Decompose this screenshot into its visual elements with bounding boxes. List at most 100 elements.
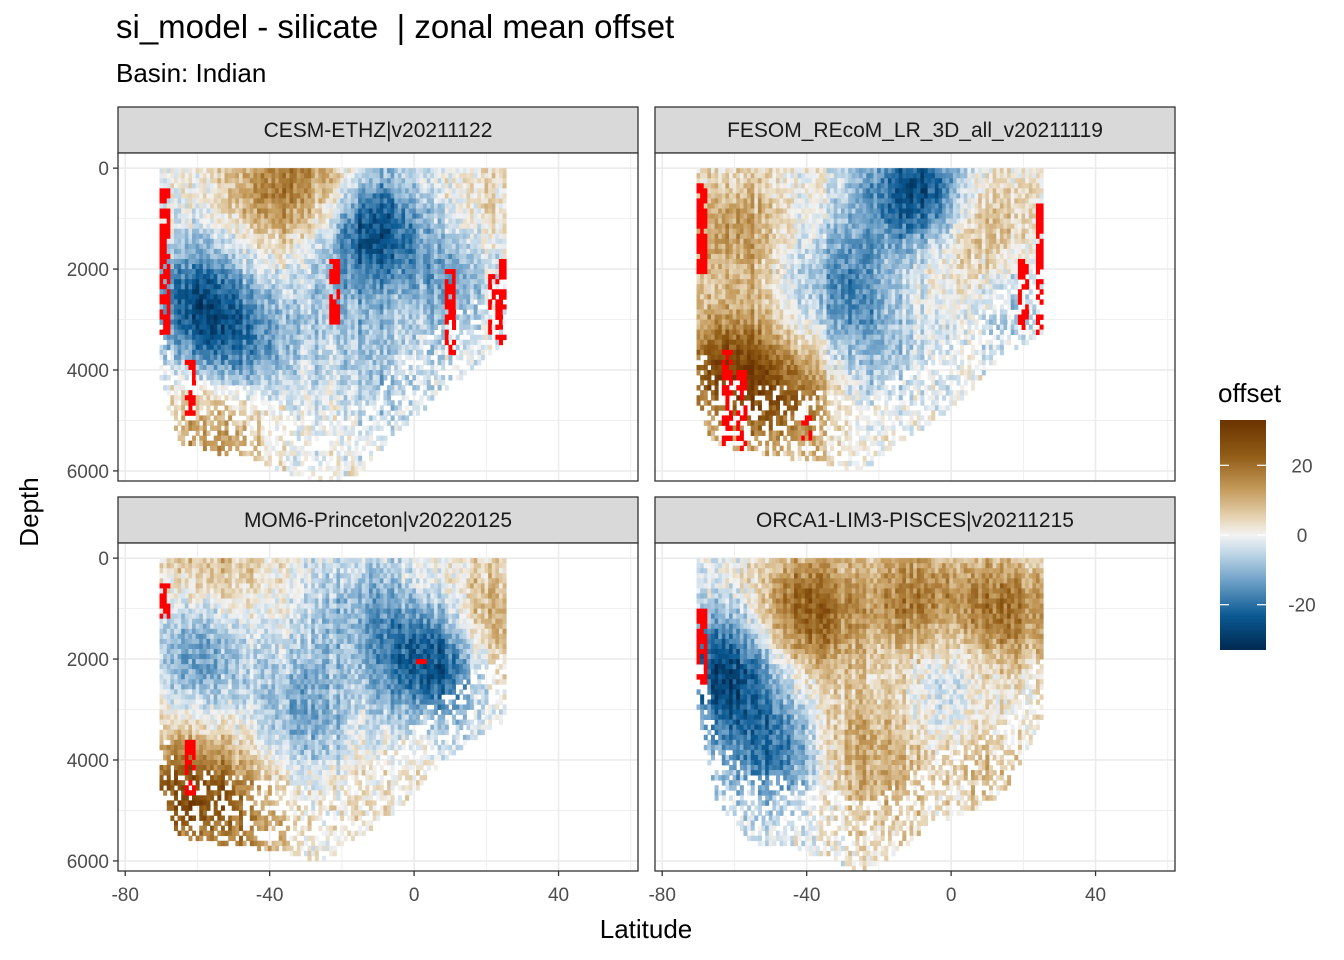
heat-cell bbox=[358, 349, 363, 356]
heat-cell bbox=[278, 349, 283, 356]
heat-cell bbox=[238, 269, 243, 275]
heat-cell bbox=[488, 284, 493, 290]
heat-cell bbox=[441, 269, 446, 275]
heat-cell bbox=[491, 289, 496, 295]
heat-cell bbox=[350, 395, 355, 401]
heat-cell bbox=[325, 385, 330, 391]
heat-cell bbox=[502, 168, 507, 174]
heat-cell bbox=[714, 329, 719, 336]
heat-cell bbox=[228, 183, 233, 189]
heat-cell bbox=[231, 314, 236, 320]
heat-cell bbox=[260, 435, 265, 442]
heat-cell bbox=[271, 314, 276, 320]
heat-cell bbox=[430, 188, 435, 194]
heat-cell bbox=[217, 238, 222, 245]
heat-cell bbox=[412, 213, 417, 219]
heat-cell bbox=[358, 299, 363, 305]
heat-cell bbox=[231, 319, 236, 325]
heat-cell bbox=[307, 375, 312, 381]
heat-cell bbox=[466, 223, 471, 230]
heat-cell bbox=[300, 460, 305, 467]
heat-cell bbox=[376, 289, 381, 295]
heat-cell bbox=[249, 329, 254, 336]
heat-cell bbox=[437, 334, 442, 341]
heat-cell bbox=[285, 339, 290, 346]
heat-cell bbox=[700, 228, 705, 235]
heat-cell bbox=[721, 238, 726, 245]
heat-cell bbox=[220, 289, 225, 295]
heat-cell bbox=[340, 344, 345, 351]
heat-cell bbox=[488, 178, 493, 184]
heat-cell bbox=[365, 354, 370, 361]
heat-cell bbox=[300, 203, 305, 209]
heat-cell bbox=[397, 299, 402, 305]
heat-cell bbox=[322, 405, 327, 411]
heat-cell bbox=[401, 258, 406, 265]
heat-cell bbox=[213, 274, 218, 280]
heat-cell bbox=[228, 238, 233, 245]
heat-cell bbox=[285, 314, 290, 320]
heat-cell bbox=[710, 415, 715, 421]
heat-cell bbox=[350, 213, 355, 219]
heat-cell bbox=[343, 238, 348, 245]
heat-cell bbox=[354, 324, 359, 331]
heat-cell bbox=[372, 359, 377, 366]
heat-cell bbox=[455, 168, 460, 174]
heat-cell bbox=[303, 264, 308, 270]
heat-cell bbox=[181, 258, 186, 265]
heat-cell bbox=[318, 248, 323, 255]
heat-cell bbox=[307, 289, 312, 295]
heat-cell bbox=[329, 274, 334, 280]
heat-cell bbox=[387, 218, 392, 225]
heat-cell bbox=[433, 390, 438, 396]
heat-cell bbox=[390, 385, 395, 391]
heat-cell bbox=[470, 223, 475, 230]
heat-cell bbox=[473, 248, 478, 255]
heat-cell bbox=[184, 425, 189, 431]
heat-cell bbox=[238, 274, 243, 280]
heat-cell bbox=[405, 420, 410, 426]
heat-cell bbox=[192, 440, 197, 447]
heat-cell bbox=[195, 248, 200, 255]
heat-cell bbox=[700, 279, 705, 285]
heat-cell bbox=[163, 223, 168, 230]
heat-cell bbox=[473, 223, 478, 230]
heat-cell bbox=[278, 178, 283, 184]
heat-cell bbox=[173, 198, 178, 204]
heat-cell bbox=[459, 173, 464, 179]
heat-cell bbox=[296, 430, 301, 436]
heat-cell bbox=[188, 253, 193, 260]
heat-cell bbox=[361, 339, 366, 346]
heat-cell bbox=[459, 304, 464, 310]
heat-cell bbox=[452, 168, 457, 174]
heat-cell bbox=[430, 193, 435, 199]
heat-cell bbox=[361, 359, 366, 366]
heat-cell bbox=[220, 435, 225, 442]
heat-cell bbox=[322, 329, 327, 336]
heat-cell bbox=[289, 470, 294, 477]
heat-cell bbox=[213, 380, 218, 386]
heat-cell bbox=[354, 223, 359, 230]
heat-cell bbox=[340, 233, 345, 240]
heat-cell bbox=[397, 304, 402, 310]
heat-cell bbox=[433, 183, 438, 189]
heat-cell bbox=[307, 198, 312, 204]
heat-cell bbox=[275, 193, 280, 199]
heat-cell bbox=[246, 178, 251, 184]
heat-cell bbox=[300, 390, 305, 396]
heat-cell bbox=[466, 329, 471, 336]
heat-cell bbox=[217, 233, 222, 240]
heat-cell bbox=[242, 400, 247, 406]
heat-cell bbox=[444, 233, 449, 240]
heat-cell bbox=[470, 258, 475, 265]
heat-cell bbox=[177, 369, 182, 376]
heat-cell bbox=[441, 359, 446, 366]
heat-cell bbox=[303, 178, 308, 184]
heat-cell bbox=[177, 238, 182, 245]
heat-cell bbox=[300, 269, 305, 275]
heat-cell bbox=[246, 309, 251, 315]
heat-cell bbox=[235, 380, 240, 386]
heat-cell bbox=[296, 319, 301, 325]
heat-cell bbox=[448, 168, 453, 174]
heat-cell bbox=[426, 354, 431, 361]
